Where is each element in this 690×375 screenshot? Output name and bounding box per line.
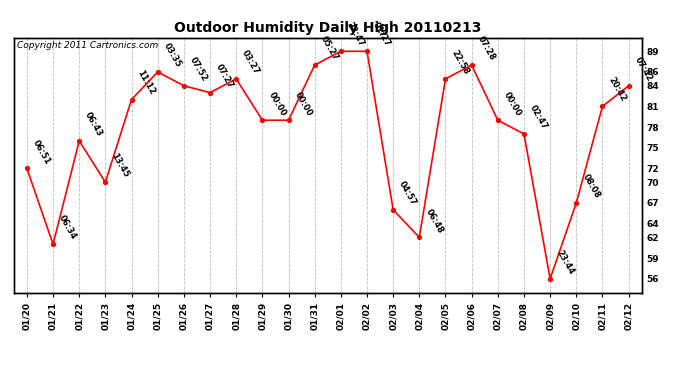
Text: 03:35: 03:35 <box>162 42 183 69</box>
Title: Outdoor Humidity Daily High 20110213: Outdoor Humidity Daily High 20110213 <box>174 21 482 35</box>
Text: 13:45: 13:45 <box>110 152 130 180</box>
Text: Copyright 2011 Cartronics.com: Copyright 2011 Cartronics.com <box>17 41 158 50</box>
Text: 01:27: 01:27 <box>371 21 393 48</box>
Text: 00:00: 00:00 <box>502 90 523 117</box>
Text: 08:08: 08:08 <box>580 173 602 200</box>
Text: 06:43: 06:43 <box>83 111 104 138</box>
Text: 06:51: 06:51 <box>31 138 52 166</box>
Text: 07:28: 07:28 <box>476 35 497 62</box>
Text: 00:00: 00:00 <box>293 90 314 117</box>
Text: 06:48: 06:48 <box>424 207 444 235</box>
Text: 11:12: 11:12 <box>136 69 157 97</box>
Text: 02:47: 02:47 <box>528 104 549 131</box>
Text: 20:42: 20:42 <box>607 76 628 104</box>
Text: 07:42: 07:42 <box>633 56 654 83</box>
Text: 04:57: 04:57 <box>397 180 418 207</box>
Text: 06:34: 06:34 <box>57 214 79 242</box>
Text: 03:27: 03:27 <box>240 49 262 76</box>
Text: 00:00: 00:00 <box>266 90 288 117</box>
Text: 07:52: 07:52 <box>188 56 209 83</box>
Text: 22:58: 22:58 <box>450 48 471 76</box>
Text: 23:44: 23:44 <box>554 248 575 276</box>
Text: 22:47: 22:47 <box>345 21 366 48</box>
Text: 05:27: 05:27 <box>319 35 340 62</box>
Text: 07:27: 07:27 <box>214 62 235 90</box>
